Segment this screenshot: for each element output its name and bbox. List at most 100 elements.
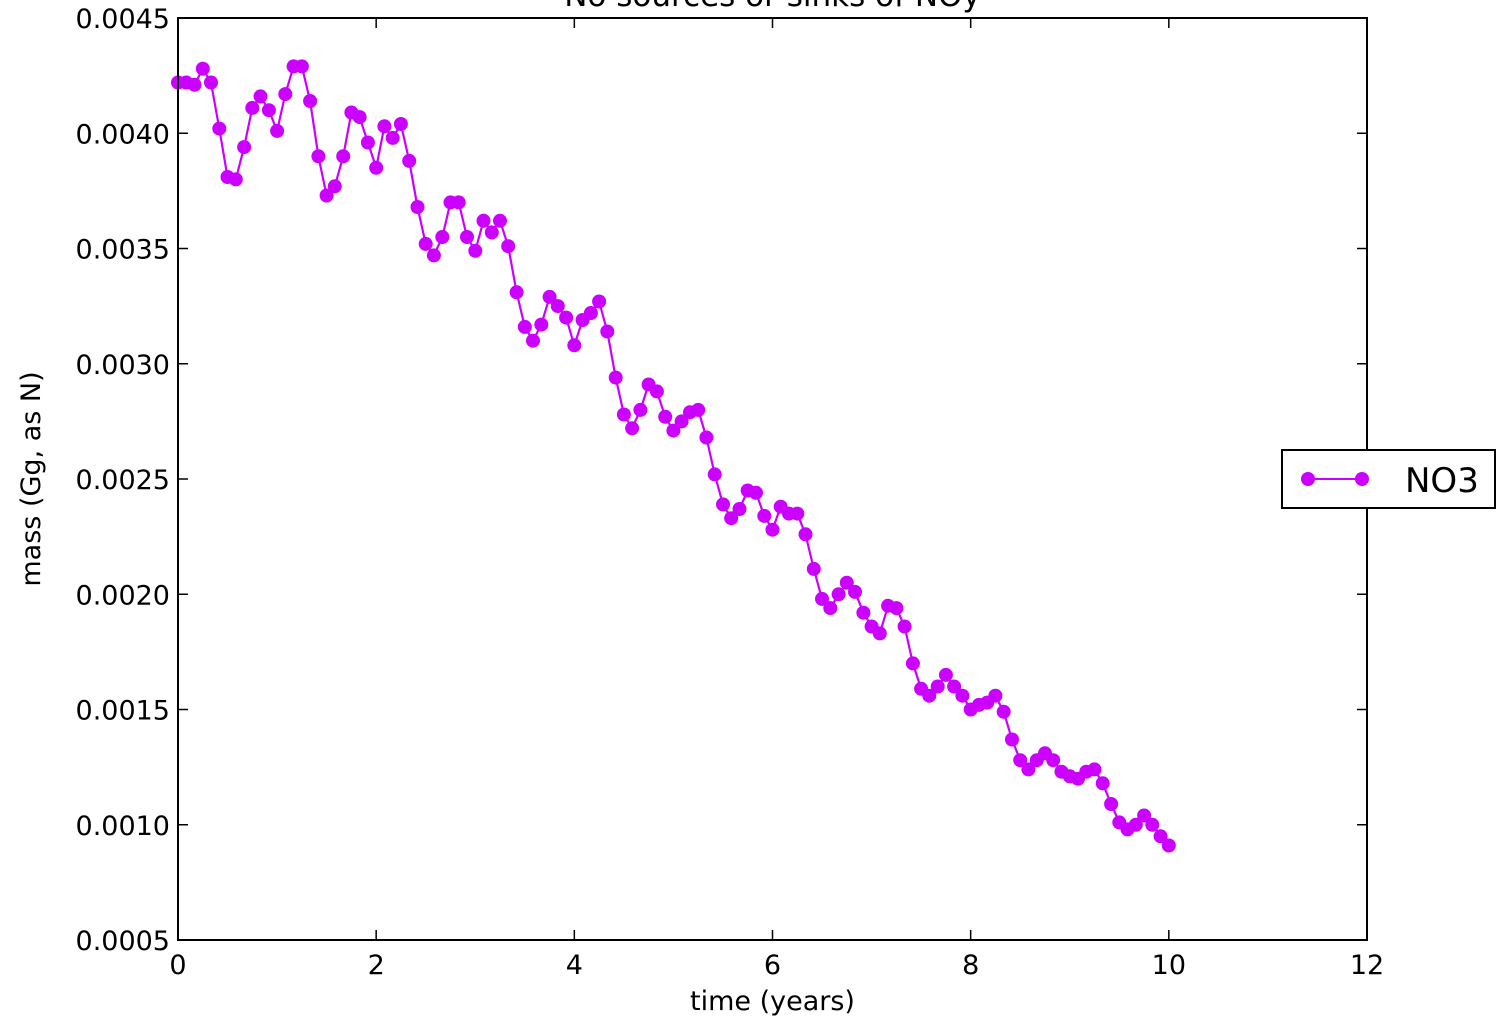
data-point [377,119,392,134]
data-point [749,485,763,500]
x-tick-label: 0 [169,950,186,981]
data-point [352,110,367,125]
data-point [517,319,532,334]
data-point [187,77,202,92]
data-point [691,402,706,417]
y-tick-label: 0.0010 [76,811,170,842]
ticks-layer: 0 2 4 6 8 10 12 0.0005 0.0010 0.0015 0.0020 0.0025 0… [76,4,1385,981]
legend-marker [1301,472,1315,486]
data-point [195,61,210,76]
data-point [501,239,516,254]
chart-title: No sources or sinks of NOy [564,0,981,14]
data-point [872,626,887,641]
data-point [592,294,607,309]
data-point [204,75,218,90]
data-point [608,370,623,385]
data-point [559,310,574,325]
data-point [848,584,862,599]
data-point [666,423,681,438]
y-tick-label: 0.0035 [76,235,170,266]
data-point [327,179,342,194]
data-point [402,153,417,168]
data-point [550,299,565,314]
legend: NO3 [1281,449,1496,509]
data-point [336,149,351,164]
data-point [245,100,260,115]
data-point [311,149,326,164]
data-point [1005,732,1019,747]
data-point [922,688,937,703]
data-point [930,679,945,694]
data-point [393,117,408,131]
data-point [435,230,450,244]
data-point [534,317,549,332]
data-point [1046,753,1061,768]
data-point [369,160,384,175]
data-point [542,289,557,304]
data-point [385,130,400,145]
data-point [790,506,805,521]
data-point [451,195,466,210]
data-point [724,511,739,526]
data-point [237,140,252,155]
data-point [253,89,268,104]
data-point [955,688,970,703]
data-point [633,402,648,417]
series-layer [171,59,1176,853]
data-point [319,188,334,203]
data-point [1128,817,1143,832]
data-point [1153,829,1168,844]
data-point [476,213,491,228]
data-point [716,497,730,512]
y-tick-label: 0.0005 [76,926,170,957]
data-point [625,421,640,436]
data-point [426,248,441,263]
data-point [567,338,582,353]
y-tick-label: 0.0015 [76,696,170,727]
y-tick-label: 0.0040 [76,119,170,150]
x-axis-label: time (years) [690,986,855,1017]
data-point [1087,762,1102,777]
y-axis-label: mass (Gg, as N) [16,371,47,586]
data-point [765,522,780,537]
data-point [889,601,904,616]
data-point [583,306,598,320]
data-point [228,172,243,187]
x-tick-label: 10 [1152,950,1186,981]
data-point [1021,762,1036,777]
legend-marker [1355,472,1369,486]
data-point [261,103,276,118]
x-tick-label: 4 [566,950,583,981]
data-point [600,324,615,339]
data-point [856,605,871,620]
data-point [460,230,474,244]
data-point [212,121,227,136]
data-point [947,679,962,694]
data-point [658,409,673,424]
y-tick-label: 0.0045 [76,4,170,35]
y-tick-label: 0.0025 [76,465,170,496]
data-point [757,508,772,523]
data-point [294,59,309,74]
data-point [839,575,854,590]
y-tick-label: 0.0030 [76,350,170,381]
legend-entry-no3: NO3 [1405,461,1479,501]
data-point [616,407,631,422]
data-point [526,333,540,348]
series-line-no3 [178,65,1170,847]
x-tick-label: 12 [1350,950,1384,981]
data-point [484,225,499,240]
data-point [1095,776,1110,791]
data-point [798,527,813,542]
data-point [988,688,1003,703]
data-point [707,467,722,482]
data-point [1137,808,1152,823]
data-point [360,135,375,150]
data-point [674,414,689,429]
data-point [897,619,912,634]
data-point [1145,817,1160,832]
x-tick-label: 2 [368,950,385,981]
data-point [815,591,829,606]
data-point [1013,753,1028,768]
